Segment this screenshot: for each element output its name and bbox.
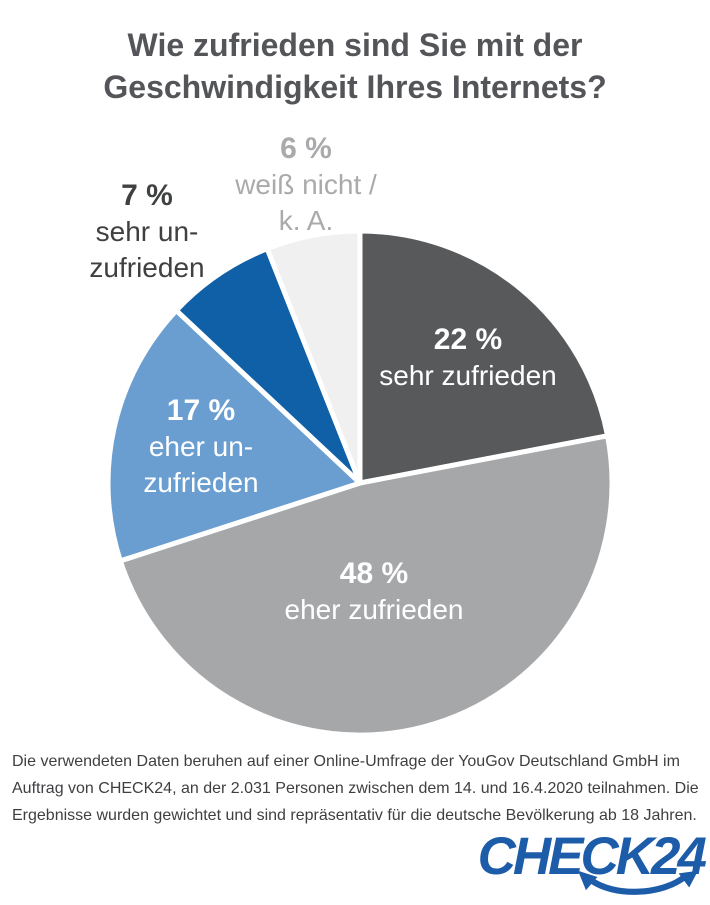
slice-value-sehr-zufrieden: 22 %	[433, 323, 503, 356]
slice-label-sehr-zufrieden: 22 % sehr zufrieden	[379, 322, 556, 394]
slice-value-eher-zufrieden: 48 %	[339, 557, 409, 590]
chart-title: Wie zufrieden sind Sie mit der Geschwind…	[103, 27, 607, 105]
slice-name-sehr-zufrieden: sehr zufrieden	[379, 360, 557, 391]
pie-slice-1	[117, 433, 615, 738]
pie-slice-2	[105, 307, 363, 564]
slice-name-eher-zufrieden: eher zufrieden	[284, 594, 464, 625]
check24-logo-text: CHECK24	[477, 827, 707, 886]
check24-swoosh-icon	[578, 870, 698, 895]
slice-value-weiss-nicht: 6 %	[280, 132, 332, 165]
check24-logo: CHECK24	[452, 827, 707, 900]
slice-value-eher-unzufrieden: 17 %	[166, 394, 236, 427]
slice-name-sehr-unzufrieden: sehr un- zufrieden	[89, 216, 205, 283]
pie-slice-0	[357, 228, 611, 486]
slice-label-sehr-unzufrieden: 7 % sehr un- zufrieden	[89, 178, 204, 286]
slice-label-eher-zufrieden: 48 % eher zufrieden	[284, 556, 463, 628]
slice-label-eher-unzufrieden: 17 % eher un- zufrieden	[143, 393, 258, 501]
slice-value-sehr-unzufrieden: 7 %	[121, 179, 173, 212]
source-disclaimer: Die verwendeten Daten beruhen auf einer …	[12, 753, 699, 824]
pie-slice-4	[264, 228, 363, 486]
slice-name-weiss-nicht: weiß nicht / k. A.	[235, 169, 377, 236]
slice-name-eher-unzufrieden: eher un- zufrieden	[143, 431, 259, 498]
slice-label-weiss-nicht: 6 % weiß nicht / k. A.	[235, 131, 377, 239]
